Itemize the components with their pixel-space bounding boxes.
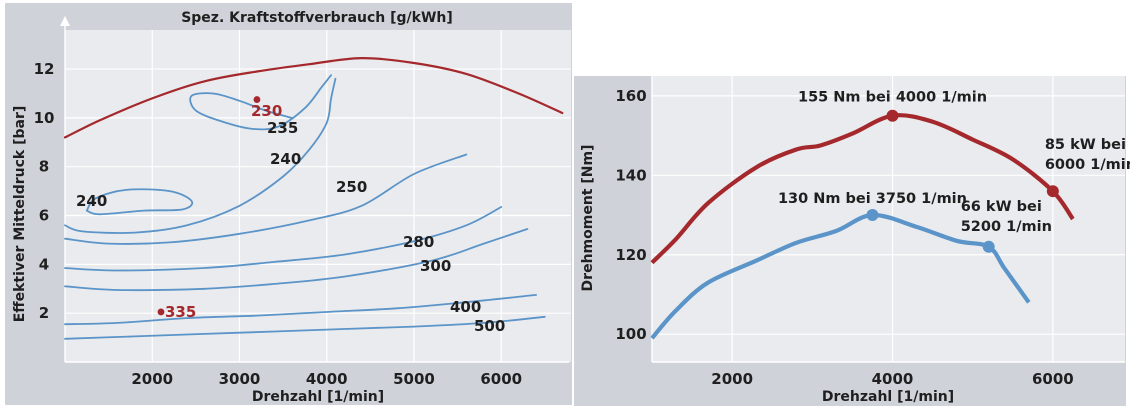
operating-point-marker (866, 209, 879, 222)
bsfc-contour-400 (64, 294, 537, 326)
bsfc-contour-500 (64, 315, 546, 340)
operating-point-marker (886, 109, 899, 122)
torque-xlabel: Drehzahl [1/min] (822, 389, 954, 405)
y-tick-label: 120 (615, 246, 646, 264)
point-marker-230 (253, 96, 261, 103)
point-marker-335 (157, 308, 165, 316)
bsfc-contour-300 (64, 228, 529, 292)
torque-tick-labels: 2000 4000 6000 100 120 140 160 (615, 87, 1073, 388)
contour-label-400: 400 (450, 298, 481, 316)
bsfc-contour-240 (64, 77, 337, 234)
x-tick-label: 2000 (131, 370, 173, 388)
y-tick-label: 10 (34, 109, 55, 127)
contour-label-250: 250 (336, 178, 367, 196)
operating-point-marker (1046, 185, 1059, 198)
bsfc-tick-labels: 2000 3000 4000 5000 6000 2 4 6 8 10 12 (34, 60, 523, 388)
y-tick-label: 8 (39, 158, 49, 176)
torque-grid (651, 76, 1125, 363)
contour-label-300: 300 (420, 257, 451, 275)
bsfc-title: Spez. Kraftstoffverbrauch [g/kWh] (181, 10, 453, 26)
contour-label-500: 500 (474, 317, 505, 335)
bsfc-contour-250 (64, 153, 468, 245)
contour-label-280: 280 (403, 233, 434, 251)
contour-label-240: 240 (76, 192, 107, 210)
operating-point-label: 6000 1/min (1045, 157, 1130, 173)
x-tick-label: 2000 (711, 370, 753, 388)
x-tick-label: 6000 (480, 370, 522, 388)
x-tick-label: 3000 (219, 370, 261, 388)
contour-label-235: 235 (267, 119, 298, 137)
y-tick-label: 6 (39, 207, 49, 225)
operating-point-label: 155 Nm bei 4000 1/min (798, 90, 987, 106)
y-tick-label: 2 (39, 304, 49, 322)
bsfc-contour-235 (189, 74, 332, 131)
bsfc-contour-240 (85, 188, 194, 216)
operating-point-label: 66 kW bei (961, 199, 1042, 215)
bsfc-contour-280 (64, 206, 503, 272)
bsfc-contours (63, 56, 564, 340)
bsfc-ylabel: Effektiver Mitteldruck [bar] (12, 106, 28, 323)
x-tick-label: 4000 (306, 370, 348, 388)
torque-marks: 155 Nm bei 4000 1/min 85 kW bei 6000 1/min… (778, 90, 1130, 253)
x-tick-label: 5000 (393, 370, 435, 388)
bsfc-xlabel: Drehzahl [1/min] (252, 389, 384, 405)
y-tick-label: 12 (34, 60, 55, 78)
contour-label-335: 335 (165, 303, 196, 321)
torque-ylabel: Drehmoment [Nm] (580, 145, 596, 292)
x-tick-label: 6000 (1032, 370, 1074, 388)
torque-chart: 155 Nm bei 4000 1/min 85 kW bei 6000 1/min… (574, 76, 1130, 406)
y-axis-arrow (60, 16, 70, 26)
y-tick-label: 160 (615, 87, 646, 105)
operating-point-label: 85 kW bei (1045, 137, 1126, 153)
y-tick-label: 100 (615, 325, 646, 343)
x-tick-label: 4000 (872, 370, 914, 388)
operating-point-marker (982, 240, 995, 253)
torque-curve-a (650, 113, 1075, 265)
contour-label-240: 240 (270, 150, 301, 168)
y-tick-label: 4 (39, 255, 49, 273)
full-load-curve (63, 56, 564, 139)
operating-point-label: 5200 1/min (961, 219, 1052, 235)
bsfc-plot-area (65, 30, 571, 362)
operating-point-label: 130 Nm bei 3750 1/min (778, 191, 967, 207)
y-tick-label: 140 (615, 166, 646, 184)
contour-label-230: 230 (251, 102, 282, 120)
